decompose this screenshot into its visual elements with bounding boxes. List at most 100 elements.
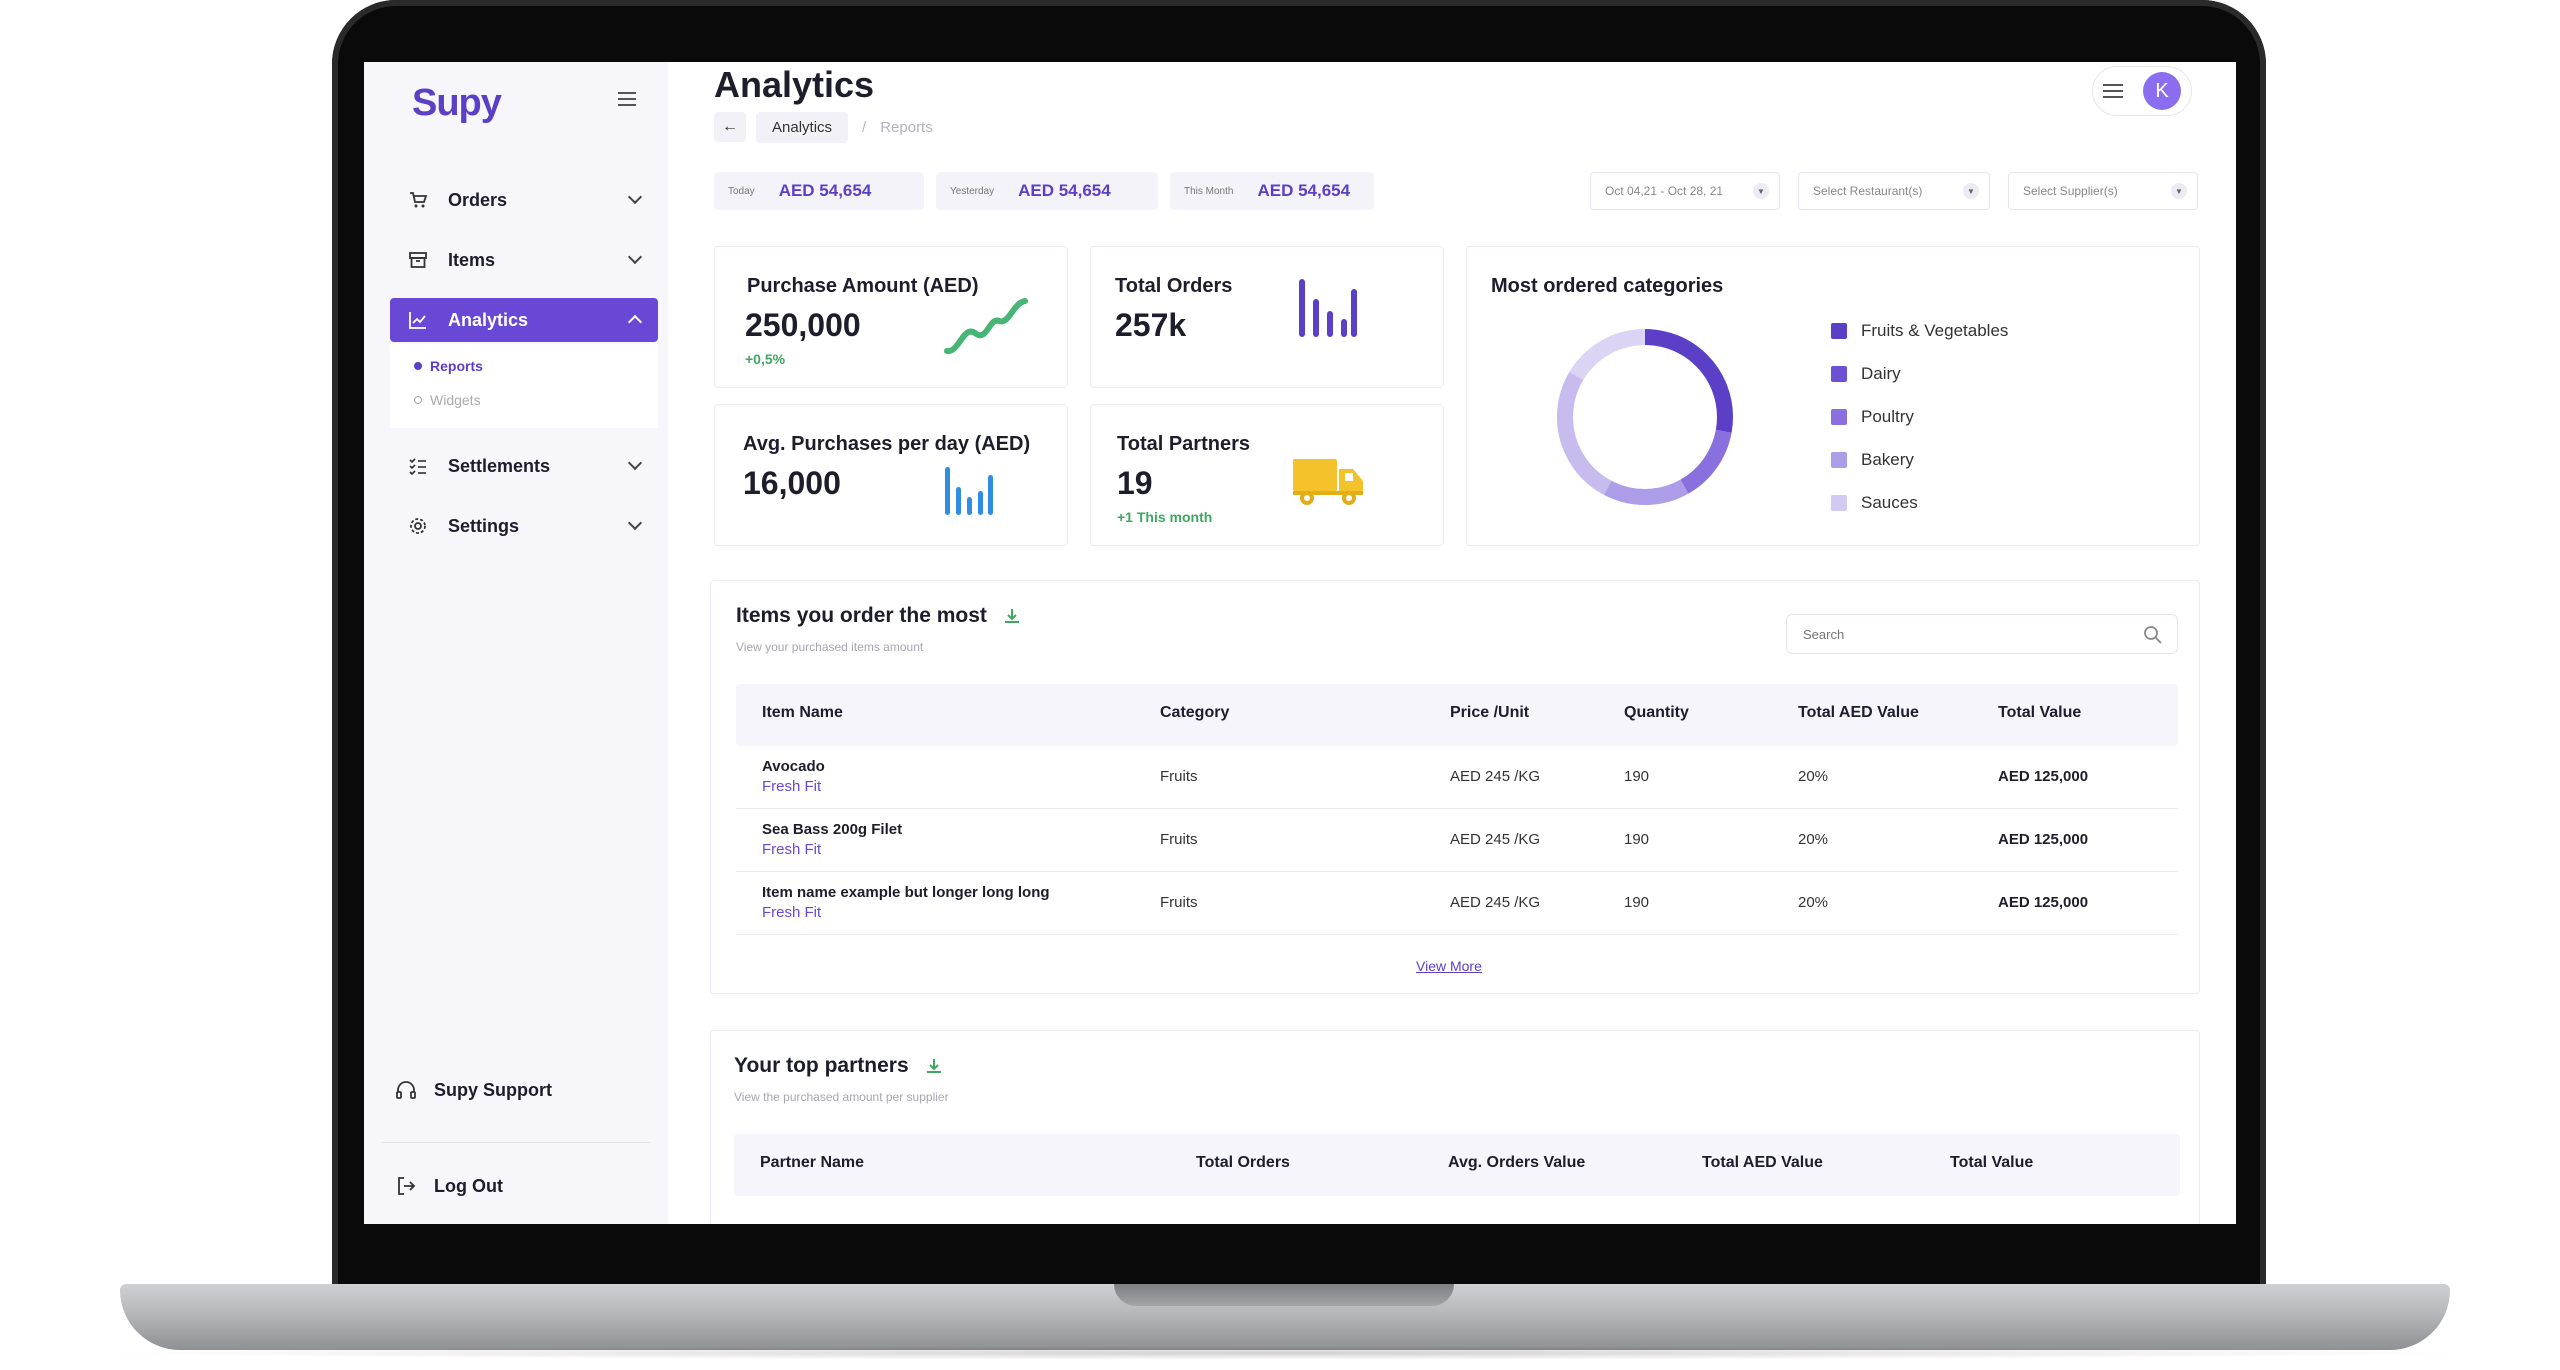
analytics-subnav: Reports Widgets [390,344,658,428]
card-value: 19 [1117,465,1153,501]
legend-swatch [1831,409,1847,425]
item-name: Item name example but longer long long [762,884,1050,901]
headphones-icon [394,1078,418,1102]
active-dot-icon [414,362,422,370]
analytics-chart-icon [408,310,428,330]
legend-label: Poultry [1861,407,1914,426]
chevron-down-icon [627,189,643,205]
item-category: Fruits [1160,768,1198,785]
total-partners-card: Total Partners 19 +1 This month [1090,404,1444,546]
supplier-placeholder: Select Supplier(s) [2023,184,2118,198]
subnav-item-reports[interactable]: Reports [414,358,483,374]
item-supplier-link[interactable]: Fresh Fit [762,904,822,921]
chevron-down-icon [627,249,643,265]
back-arrow-icon[interactable]: ← [714,112,746,142]
chevron-down-icon: ▼ [1753,183,1769,199]
download-icon[interactable] [1003,607,1021,625]
chevron-down-icon: ▼ [2171,183,2187,199]
subnav-label: Reports [430,358,483,374]
bar-chart-icon [1299,279,1357,337]
partners-table-header: Partner Name Total Orders Avg. Orders Va… [734,1134,2180,1196]
search-field[interactable] [1786,614,2178,654]
column-header: Item Name [762,704,843,721]
item-share: 20% [1798,894,1829,911]
cart-icon [408,190,428,210]
search-input[interactable] [1803,626,2123,642]
item-supplier-link[interactable]: Fresh Fit [762,778,822,795]
partners-section-title: Your top partners [734,1054,943,1078]
view-more-link[interactable]: View More [1416,958,1482,974]
item-quantity: 190 [1624,894,1650,911]
breadcrumb-analytics[interactable]: Analytics [756,111,849,143]
nav-item-settlements[interactable]: Settlements [390,444,658,488]
legend-item: Poultry [1831,407,1914,427]
user-menu[interactable]: K [2092,66,2192,116]
legend-label: Fruits & Vegetables [1861,321,2009,340]
table-row[interactable]: Sea Bass 200g Filet Fresh Fit Fruits AED… [736,809,2178,872]
date-range-select[interactable]: Oct 04,21 - Oct 28, 21 ▼ [1590,172,1780,210]
nav-label: Settlements [448,455,551,476]
gear-icon [408,516,428,536]
column-header: Total Orders [1196,1154,1290,1171]
sidebar-collapse-icon[interactable] [618,92,636,106]
item-price: AED 245 /KG [1450,768,1541,785]
subnav-label: Widgets [430,392,481,408]
categories-card: Most ordered categories Fruits & Vegetab… [1466,246,2200,546]
chevron-up-icon [627,314,643,330]
nav-item-items[interactable]: Items [390,238,658,282]
nav-item-analytics[interactable]: Analytics [390,298,658,342]
item-category: Fruits [1160,894,1198,911]
logout-label: Log Out [434,1175,503,1196]
truck-icon [1293,459,1363,505]
partners-section-subtitle: View the purchased amount per supplier [734,1090,949,1104]
subnav-item-widgets[interactable]: Widgets [414,392,481,408]
table-row[interactable]: Avocado Fresh Fit Fruits AED 245 /KG 190… [736,746,2178,809]
breadcrumb: ← Analytics / Reports [714,111,933,143]
supy-support-link[interactable]: Supy Support [394,1078,552,1102]
card-value: 257k [1115,307,1187,343]
table-row[interactable]: Item name example but longer long long F… [736,872,2178,935]
item-share: 20% [1798,768,1829,785]
legend-swatch [1831,323,1847,339]
nav-item-settings[interactable]: Settings [390,504,658,548]
supplier-select[interactable]: Select Supplier(s) ▼ [2008,172,2198,210]
items-table-header: Item Name Category Price /Unit Quantity … [736,684,2178,746]
stat-label: This Month [1184,185,1234,197]
date-range-value: Oct 04,21 - Oct 28, 21 [1605,184,1724,198]
donut-segment-sauces [1557,329,1733,505]
sidebar-divider [382,1142,650,1143]
menu-icon[interactable] [2103,80,2123,102]
download-icon[interactable] [925,1057,943,1075]
card-title: Purchase Amount (AED) [747,275,979,297]
card-change: +0,5% [745,351,786,367]
stat-value: AED 54,654 [1257,181,1351,200]
section-title-text: Your top partners [734,1054,909,1077]
breadcrumb-separator: / [862,118,867,136]
stat-value: AED 54,654 [778,181,872,200]
log-out-link[interactable]: Log Out [394,1174,503,1198]
chevron-down-icon [627,455,643,471]
column-header: Partner Name [760,1154,865,1171]
stat-value: AED 54,654 [1018,181,1111,200]
nav-item-orders[interactable]: Orders [390,178,658,222]
legend-item: Sauces [1831,493,1918,513]
trend-line-icon [944,298,1028,354]
card-value: 16,000 [743,465,841,501]
column-header: Category [1160,704,1230,721]
breadcrumb-reports: Reports [880,118,933,136]
legend-label: Dairy [1861,364,1901,383]
search-icon[interactable] [2143,625,2163,648]
restaurant-placeholder: Select Restaurant(s) [1813,184,1923,198]
item-total: AED 125,000 [1998,831,2089,848]
item-supplier-link[interactable]: Fresh Fit [762,841,822,858]
inactive-dot-icon [414,396,422,404]
column-header: Total Value [1950,1154,2034,1171]
restaurant-select[interactable]: Select Restaurant(s) ▼ [1798,172,1990,210]
item-quantity: 190 [1624,831,1650,848]
laptop-notch [1114,1284,1454,1306]
item-price: AED 245 /KG [1450,831,1541,848]
avatar[interactable]: K [2143,72,2181,110]
supy-logo[interactable]: Supy [412,82,502,124]
card-value: 250,000 [745,307,861,343]
item-total: AED 125,000 [1998,768,2089,785]
